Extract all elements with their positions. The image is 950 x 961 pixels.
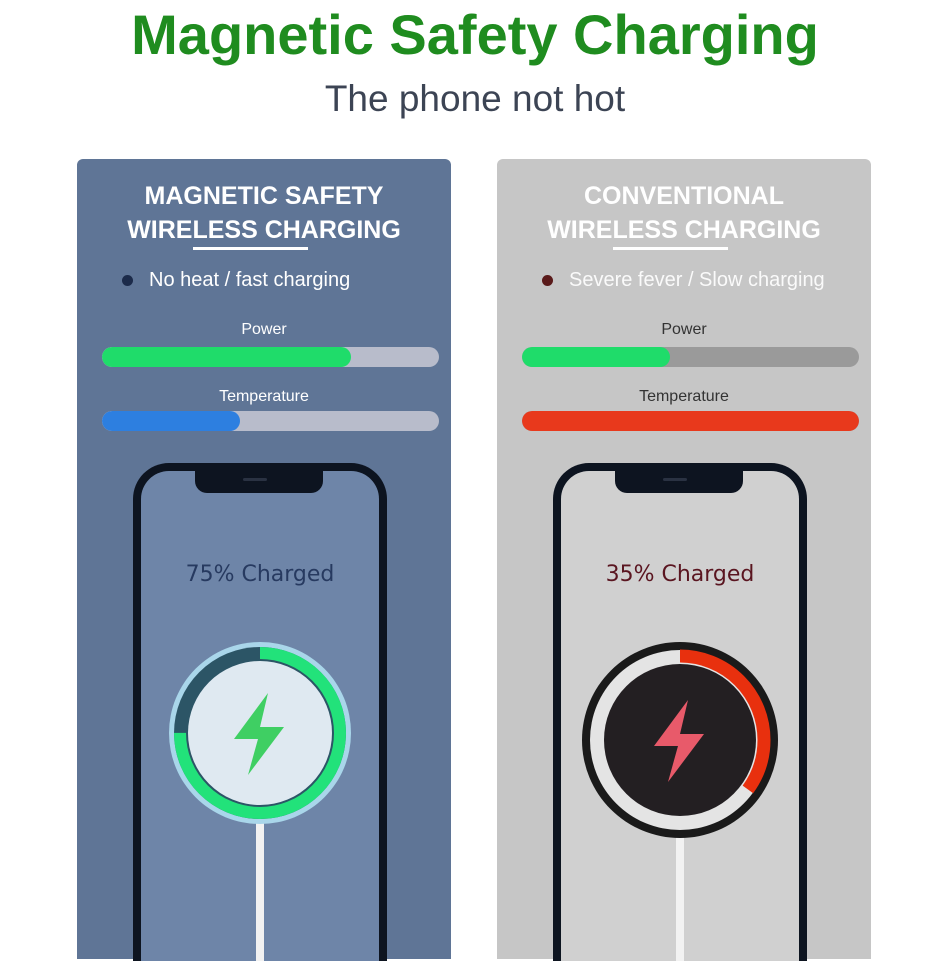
- lightning-bolt-icon: [234, 693, 284, 775]
- bullet-point: No heat / fast charging: [122, 269, 350, 292]
- temperature-label: Temperature: [219, 388, 309, 405]
- temperature-bar-fill: [522, 411, 859, 431]
- charging-cable: [256, 821, 264, 961]
- phone-notch: [195, 471, 323, 493]
- speaker-icon: [243, 478, 267, 481]
- phone-illustration: 35% Charged: [553, 463, 807, 961]
- lightning-bolt-icon: [654, 700, 704, 782]
- temperature-bar: [522, 411, 859, 431]
- panel-conventional: CONVENTIONAL WIRELESS CHARGING Severe fev…: [497, 159, 871, 961]
- temperature-bar: [102, 411, 439, 431]
- bullet-point: Severe fever / Slow charging: [542, 269, 825, 292]
- temperature-label: Temperature: [639, 388, 729, 405]
- phone-illustration: 75% Charged: [133, 463, 387, 961]
- phone-notch: [615, 471, 743, 493]
- power-bar-fill: [522, 347, 671, 367]
- heading-underline: [613, 247, 728, 250]
- bullet-dot-icon: [542, 275, 553, 286]
- bullet-dot-icon: [122, 275, 133, 286]
- power-label: Power: [241, 321, 287, 338]
- panel-magnetic: MAGNETIC SAFETY WIRELESS CHARGING No heat…: [77, 159, 451, 961]
- speaker-icon: [663, 478, 687, 481]
- charge-status-text: 75% Charged: [186, 562, 335, 587]
- power-bar: [102, 347, 439, 367]
- heading-underline: [193, 247, 308, 250]
- power-label: Power: [661, 321, 707, 338]
- power-bar-fill: [102, 347, 352, 367]
- charge-progress-ring: [589, 649, 771, 831]
- panel-heading: MAGNETIC SAFETY WIRELESS CHARGING: [127, 182, 401, 244]
- power-bar: [522, 347, 859, 367]
- charge-progress-ring: [174, 647, 346, 819]
- panel-heading: CONVENTIONAL WIRELESS CHARGING: [547, 182, 821, 244]
- page-title: Magnetic Safety Charging: [131, 3, 819, 66]
- page-subtitle: The phone not hot: [324, 78, 626, 119]
- charging-cable: [676, 832, 684, 961]
- charge-status-text: 35% Charged: [606, 562, 755, 587]
- temperature-bar-fill: [102, 411, 241, 431]
